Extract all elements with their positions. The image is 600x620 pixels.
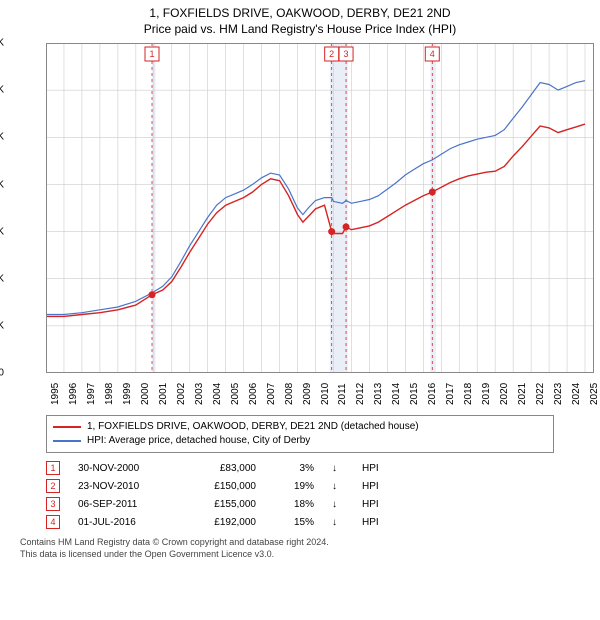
event-diff: 19% xyxy=(274,481,314,492)
x-tick-label: 2018 xyxy=(463,383,474,405)
x-tick-label: 2004 xyxy=(212,383,223,405)
x-tick-label: 2007 xyxy=(266,383,277,405)
x-tick-label: 2024 xyxy=(571,383,582,405)
y-tick-label: £300K xyxy=(0,85,4,96)
footer-line-2: This data is licensed under the Open Gov… xyxy=(20,549,580,561)
legend-row: 1, FOXFIELDS DRIVE, OAKWOOD, DERBY, DE21… xyxy=(53,420,547,434)
event-diff: 15% xyxy=(274,517,314,528)
event-row: 4 01-JUL-2016 £192,000 15% ↓ HPI xyxy=(46,513,574,531)
event-date: 30-NOV-2000 xyxy=(78,463,168,474)
event-diff: 3% xyxy=(274,463,314,474)
x-tick-label: 2002 xyxy=(176,383,187,405)
x-tick-label: 2000 xyxy=(140,383,151,405)
event-suffix: HPI xyxy=(362,499,379,510)
legend-row: HPI: Average price, detached house, City… xyxy=(53,434,547,448)
x-tick-label: 2011 xyxy=(337,384,348,406)
footer: Contains HM Land Registry data © Crown c… xyxy=(20,537,580,560)
x-tick-label: 1999 xyxy=(122,383,133,405)
event-price: £155,000 xyxy=(186,499,256,510)
event-date: 06-SEP-2011 xyxy=(78,499,168,510)
svg-text:1: 1 xyxy=(149,49,154,59)
event-marker: 3 xyxy=(46,497,60,511)
x-tick-label: 2019 xyxy=(481,383,492,405)
down-arrow-icon: ↓ xyxy=(332,463,344,474)
event-row: 1 30-NOV-2000 £83,000 3% ↓ HPI xyxy=(46,459,574,477)
event-marker: 1 xyxy=(46,461,60,475)
svg-text:4: 4 xyxy=(430,49,435,59)
event-price: £83,000 xyxy=(186,463,256,474)
x-tick-label: 2022 xyxy=(535,383,546,405)
x-tick-label: 2017 xyxy=(445,383,456,405)
svg-text:3: 3 xyxy=(344,49,349,59)
y-tick-label: £150K xyxy=(0,226,4,237)
legend-swatch xyxy=(53,426,81,428)
x-tick-label: 2010 xyxy=(320,383,331,405)
chart-area: £0£50K£100K£150K£200K£250K£300K£350K 123… xyxy=(46,43,586,373)
y-tick-label: £50K xyxy=(0,321,4,332)
x-tick-label: 2006 xyxy=(248,383,259,405)
x-tick-label: 2012 xyxy=(355,383,366,405)
x-tick-label: 1995 xyxy=(50,383,61,405)
y-tick-label: £350K xyxy=(0,38,4,49)
title-line-2: Price paid vs. HM Land Registry's House … xyxy=(8,22,592,38)
down-arrow-icon: ↓ xyxy=(332,499,344,510)
event-diff: 18% xyxy=(274,499,314,510)
event-price: £150,000 xyxy=(186,481,256,492)
down-arrow-icon: ↓ xyxy=(332,481,344,492)
event-date: 23-NOV-2010 xyxy=(78,481,168,492)
x-tick-label: 2003 xyxy=(194,383,205,405)
x-axis-labels: 1995 1996 1997 1998 1999 2000 2001 2002 2003 2004… xyxy=(46,373,594,411)
event-suffix: HPI xyxy=(362,463,379,474)
y-tick-label: £200K xyxy=(0,179,4,190)
x-tick-label: 2020 xyxy=(499,383,510,405)
legend: 1, FOXFIELDS DRIVE, OAKWOOD, DERBY, DE21… xyxy=(46,415,554,453)
x-tick-label: 2001 xyxy=(158,383,169,405)
event-price: £192,000 xyxy=(186,517,256,528)
x-tick-label: 2013 xyxy=(373,383,384,405)
x-tick-label: 2014 xyxy=(391,383,402,405)
x-tick-label: 1998 xyxy=(104,383,115,405)
x-tick-label: 2015 xyxy=(409,383,420,405)
event-marker: 4 xyxy=(46,515,60,529)
x-tick-label: 2008 xyxy=(284,383,295,405)
y-tick-label: £250K xyxy=(0,132,4,143)
x-tick-label: 1996 xyxy=(68,383,79,405)
x-tick-label: 2021 xyxy=(517,383,528,405)
legend-label: HPI: Average price, detached house, City… xyxy=(87,434,310,448)
x-tick-label: 2023 xyxy=(553,383,564,405)
line-chart: 1 23 4 xyxy=(46,43,594,373)
event-date: 01-JUL-2016 xyxy=(78,517,168,528)
footer-line-1: Contains HM Land Registry data © Crown c… xyxy=(20,537,580,549)
title-block: 1, FOXFIELDS DRIVE, OAKWOOD, DERBY, DE21… xyxy=(8,6,592,37)
events-table: 1 30-NOV-2000 £83,000 3% ↓ HPI 2 23-NOV-2010 £15… xyxy=(46,459,574,531)
y-tick-label: £0 xyxy=(0,368,4,379)
event-row: 3 06-SEP-2011 £155,000 18% ↓ HPI xyxy=(46,495,574,513)
legend-swatch xyxy=(53,440,81,442)
event-marker: 2 xyxy=(46,479,60,493)
x-tick-label: 2016 xyxy=(427,383,438,405)
event-row: 2 23-NOV-2010 £150,000 19% ↓ HPI xyxy=(46,477,574,495)
down-arrow-icon: ↓ xyxy=(332,517,344,528)
x-tick-label: 2009 xyxy=(302,383,313,405)
x-tick-label: 2025 xyxy=(589,383,600,405)
y-tick-label: £100K xyxy=(0,273,4,284)
title-line-1: 1, FOXFIELDS DRIVE, OAKWOOD, DERBY, DE21… xyxy=(8,6,592,22)
event-suffix: HPI xyxy=(362,517,379,528)
x-tick-label: 2005 xyxy=(230,383,241,405)
legend-label: 1, FOXFIELDS DRIVE, OAKWOOD, DERBY, DE21… xyxy=(87,420,419,434)
svg-text:2: 2 xyxy=(329,49,334,59)
x-tick-label: 1997 xyxy=(86,383,97,405)
event-suffix: HPI xyxy=(362,481,379,492)
